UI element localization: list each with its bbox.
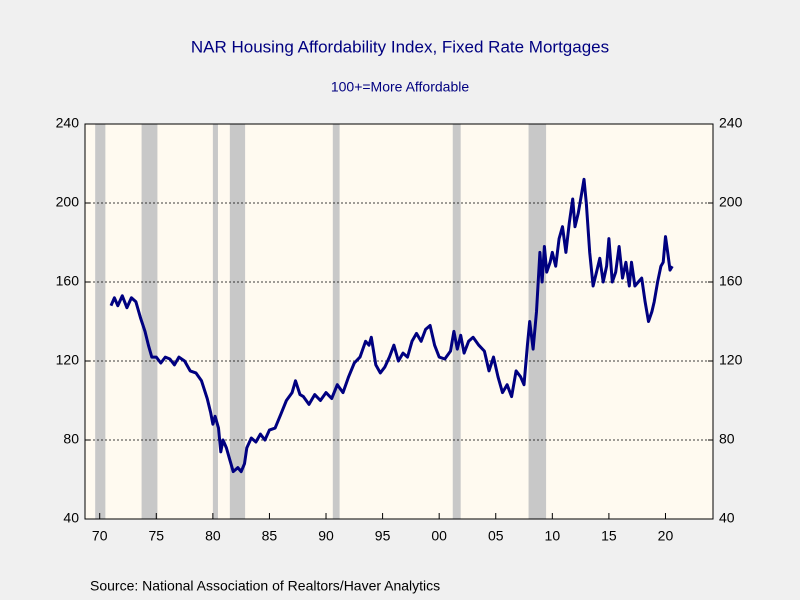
x-tick-label: 15 [601, 528, 617, 544]
x-tick-label: 00 [431, 528, 447, 544]
y2-tick-label: 240 [719, 115, 743, 131]
y-tick-label: 120 [56, 352, 80, 368]
recession-band [528, 124, 547, 519]
x-tick-label: 75 [148, 528, 164, 544]
y-tick-label: 40 [63, 510, 79, 526]
x-tick-label: 05 [488, 528, 504, 544]
y2-tick-label: 80 [719, 431, 735, 447]
x-tick-label: 85 [262, 528, 278, 544]
x-tick-label: 70 [92, 528, 108, 544]
series-line [109, 177, 674, 474]
y2-tick-label: 200 [719, 194, 743, 210]
x-tick-label: 80 [205, 528, 221, 544]
chart-title: NAR Housing Affordability Index, Fixed R… [191, 37, 609, 56]
x-tick-label: 10 [545, 528, 561, 544]
plot-area [85, 124, 713, 519]
y-tick-label: 160 [56, 273, 80, 289]
y2-tick-label: 160 [719, 273, 743, 289]
y2-tick-label: 40 [719, 510, 735, 526]
y2-tick-label: 120 [719, 352, 743, 368]
source-note: Source: National Association of Realtors… [90, 578, 440, 594]
recession-band [141, 124, 158, 519]
x-tick-label: 20 [658, 528, 674, 544]
recession-band [212, 124, 218, 519]
x-tick-label: 90 [318, 528, 334, 544]
y-tick-label: 240 [56, 115, 80, 131]
chart-subtitle: 100+=More Affordable [331, 79, 470, 95]
recession-band [95, 124, 106, 519]
recession-band [332, 124, 340, 519]
x-tick-label: 95 [375, 528, 391, 544]
recession-band [452, 124, 461, 519]
y-tick-label: 200 [56, 194, 80, 210]
y-tick-label: 80 [63, 431, 79, 447]
plot-border [84, 123, 714, 520]
recession-band [229, 124, 246, 519]
